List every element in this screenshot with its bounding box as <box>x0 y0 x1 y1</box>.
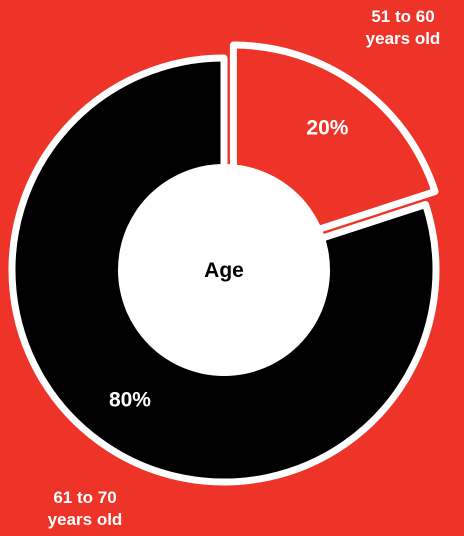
category-label-line: 61 to 70 <box>53 488 116 507</box>
chart-title: Age <box>204 259 244 282</box>
category-labels-group: 51 to 60 years old 61 to 70 years old <box>48 7 441 529</box>
labels-group: 20% 80% <box>109 117 349 412</box>
category-label-line: 51 to 60 <box>371 7 434 26</box>
category-label-line: years old <box>48 510 123 529</box>
slice-value-label-2: 80% <box>109 388 151 411</box>
category-label-1: 51 to 60 years old <box>366 7 441 48</box>
slice-value-label-1: 20% <box>306 117 348 140</box>
category-label-line: years old <box>366 29 441 48</box>
category-label-2: 61 to 70 years old <box>48 488 123 529</box>
center-hole <box>118 164 330 376</box>
